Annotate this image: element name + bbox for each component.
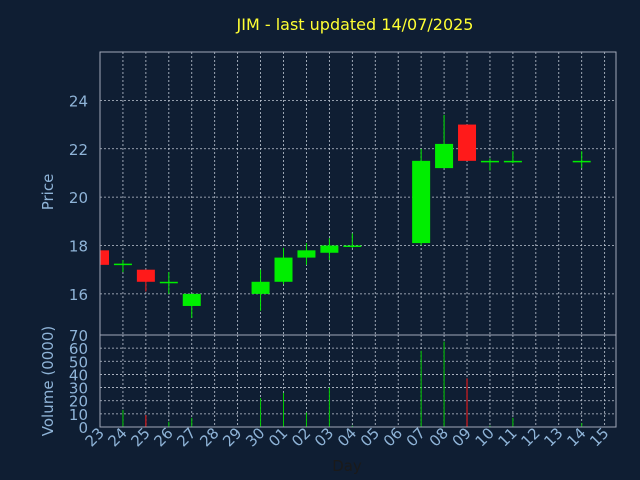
- volume-panel-frame: [99, 334, 617, 428]
- candle-body: [136, 269, 155, 282]
- volume-axis-label: Volume (0000): [39, 326, 57, 436]
- price-tick-label: 18: [69, 238, 88, 256]
- price-tick-label: 24: [69, 92, 88, 110]
- candle-body: [320, 245, 339, 253]
- candle-body: [100, 250, 109, 265]
- candle-body: [480, 160, 499, 163]
- candle-body: [251, 281, 270, 294]
- candles: [100, 114, 591, 319]
- candle-body: [182, 293, 201, 306]
- candle-body: [343, 245, 362, 248]
- price-tick-label: 16: [69, 286, 88, 304]
- price-grid: [99, 52, 616, 335]
- price-tick-label: 22: [69, 141, 88, 159]
- candle-body: [458, 124, 477, 161]
- price-y-ticks: 16 18 20 22 24: [69, 92, 88, 304]
- price-tick-label: 20: [69, 189, 88, 207]
- volume-tick-label: 20: [69, 393, 88, 411]
- volume-tick-label: 40: [69, 366, 88, 384]
- candle-body: [412, 160, 431, 244]
- volume-bars: [122, 341, 583, 427]
- volume-tick-label: 50: [69, 353, 88, 371]
- x-ticks: 2324252627282930010203040506070809101112…: [82, 424, 613, 450]
- candle-body: [274, 257, 293, 282]
- candle-body: [113, 263, 132, 266]
- volume-tick-label: 70: [69, 327, 88, 345]
- x-axis-label: Day: [332, 457, 362, 475]
- candle-body: [435, 143, 454, 169]
- candle-body: [297, 250, 316, 258]
- chart-title: JIM - last updated 14/07/2025: [236, 15, 474, 34]
- candle-body: [159, 281, 178, 284]
- candle-body: [572, 160, 591, 163]
- candle-body: [503, 160, 522, 163]
- price-axis-label: Price: [39, 174, 57, 211]
- volume-tick-label: 30: [69, 380, 88, 398]
- volume-tick-label: 0: [78, 419, 88, 437]
- volume-tick-label: 60: [69, 340, 88, 358]
- volume-tick-label: 10: [69, 406, 88, 424]
